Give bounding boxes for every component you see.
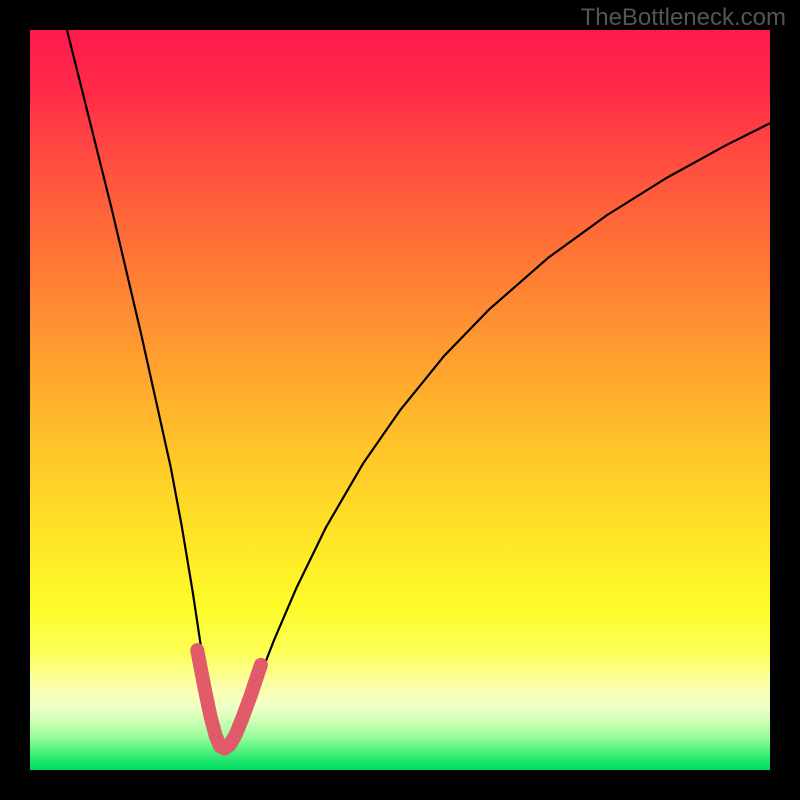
plot-area <box>30 30 770 770</box>
watermark-text: TheBottleneck.com <box>581 4 786 32</box>
valley-overlay <box>197 650 261 748</box>
curve-layer <box>30 30 770 770</box>
chart-frame: TheBottleneck.com <box>0 0 800 800</box>
main-curve <box>67 30 770 752</box>
